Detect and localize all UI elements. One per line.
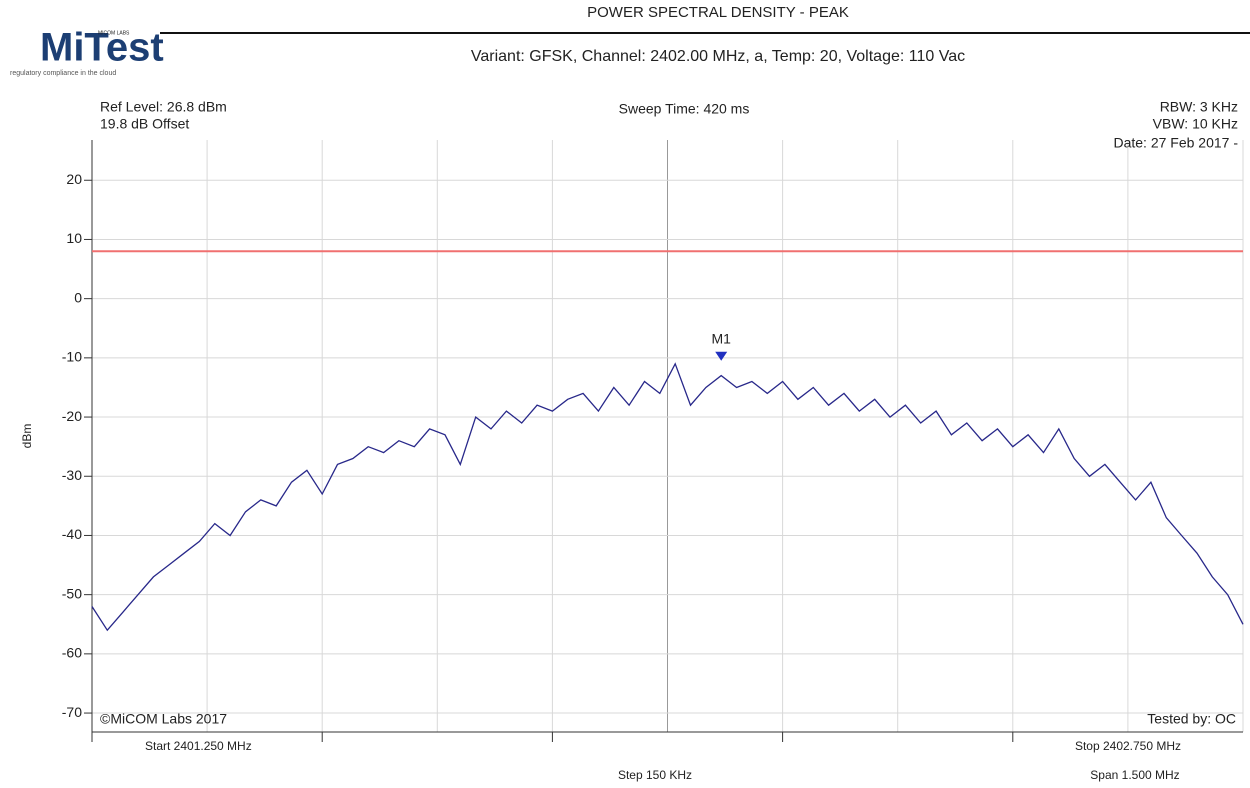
marker-label: M1 bbox=[711, 330, 731, 346]
y-tick-label: -50 bbox=[62, 585, 82, 601]
annotation: VBW: 10 KHz bbox=[1153, 116, 1238, 132]
tagline: regulatory compliance in the cloud bbox=[10, 70, 116, 77]
logo-small: MICOM LABS bbox=[98, 30, 130, 36]
y-tick-label: 0 bbox=[74, 289, 82, 305]
y-tick-label: -30 bbox=[62, 467, 82, 483]
annotation: Date: 27 Feb 2017 - bbox=[1113, 135, 1238, 151]
y-tick-label: -20 bbox=[62, 408, 82, 424]
chart-title: POWER SPECTRAL DENSITY - PEAK bbox=[587, 4, 849, 21]
y-tick-label: -60 bbox=[62, 645, 82, 661]
annotation: Span 1.500 MHz bbox=[1090, 768, 1179, 782]
y-tick-label: 10 bbox=[66, 230, 82, 246]
logo: MiTest bbox=[40, 26, 164, 70]
marker bbox=[715, 351, 728, 361]
annotation: Stop 2402.750 MHz bbox=[1075, 739, 1181, 753]
annotation: Step 150 KHz bbox=[618, 768, 692, 782]
y-tick-label: -70 bbox=[62, 704, 82, 720]
annotation: Ref Level: 26.8 dBm bbox=[100, 99, 227, 115]
annotation: ©MiCOM Labs 2017 bbox=[100, 711, 227, 727]
annotation: Sweep Time: 420 ms bbox=[619, 101, 750, 117]
annotation: Tested by: OC bbox=[1147, 711, 1236, 727]
annotation: Start 2401.250 MHz bbox=[145, 739, 252, 753]
y-axis-label: dBm bbox=[20, 424, 34, 449]
y-tick-label: 20 bbox=[66, 171, 82, 187]
y-tick-label: -10 bbox=[62, 349, 82, 365]
annotation: 19.8 dB Offset bbox=[100, 116, 189, 132]
chart-subtitle: Variant: GFSK, Channel: 2402.00 MHz, a, … bbox=[471, 48, 965, 65]
y-tick-label: -40 bbox=[62, 526, 82, 542]
trace bbox=[91, 362, 1244, 632]
annotation: RBW: 3 KHz bbox=[1160, 99, 1238, 115]
